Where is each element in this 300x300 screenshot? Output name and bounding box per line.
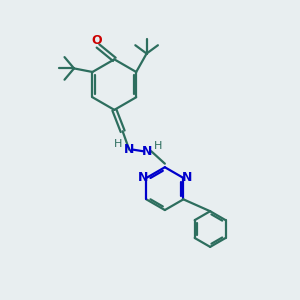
Text: O: O <box>91 34 102 47</box>
Text: N: N <box>124 143 134 156</box>
Text: H: H <box>154 141 163 151</box>
Text: N: N <box>138 171 148 184</box>
Text: N: N <box>182 171 192 184</box>
Text: H: H <box>114 140 122 149</box>
Text: N: N <box>142 145 152 158</box>
